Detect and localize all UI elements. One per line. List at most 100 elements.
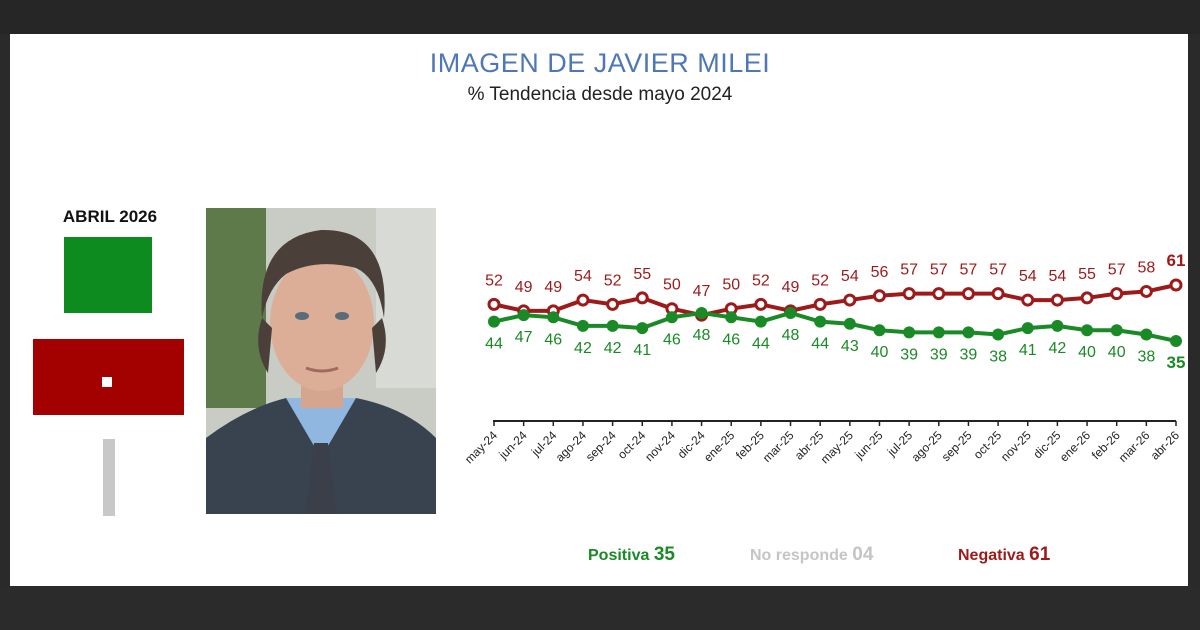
negativa-data-label: 56 [871,264,889,281]
positiva-bar [64,237,152,313]
negativa-point [1139,284,1153,298]
negativa-data-label: 52 [752,272,770,289]
positiva-data-label: 40 [1078,344,1096,361]
x-tick-labels: may-24jun-24jul-24ago-24sep-24oct-24nov-… [462,421,1182,466]
positiva-data-label: 41 [1019,342,1037,359]
positiva-point [992,328,1005,341]
negativa-point [1110,287,1124,301]
negativa-data-label: 50 [663,277,681,294]
positiva-point [843,317,856,330]
positiva-data-label: 43 [841,338,859,355]
x-tick-label: abr-26 [1148,428,1183,463]
positiva-data-label: 40 [871,344,889,361]
negativa-point [754,297,768,311]
positiva-data-label: 35 [1167,353,1186,372]
positiva-point [665,311,678,324]
x-tick-label: sep-25 [939,428,975,464]
negativa-data-label: 49 [515,279,533,296]
negativa-data-label: 54 [574,268,592,285]
x-tick-label: ago-24 [553,428,590,465]
positiva-point [1170,335,1182,347]
legend-positiva-value: 35 [653,544,675,565]
x-tick-label: ene-26 [1057,428,1094,465]
positiva-point [695,307,708,319]
positiva-point [517,309,530,322]
positiva-data-label: 46 [663,331,681,348]
x-tick-label: jun-24 [496,428,530,462]
negativa-data-label: 52 [604,272,622,289]
positiva-point [576,319,589,332]
x-tick-label: jun-25 [851,428,885,462]
legend-negativa-label: Negativa [958,547,1025,564]
x-tick-label: mar-26 [1116,428,1153,465]
chart-title: IMAGEN DE JAVIER MILEI [429,48,771,78]
negativa-data-label: 55 [1078,266,1096,283]
positiva-point [488,315,500,328]
negativa-data-label: 54 [1019,268,1037,285]
negativa-point [991,287,1005,301]
negativa-point [487,297,501,311]
negativa-point [813,297,827,311]
positiva-data-label: 38 [989,349,1007,366]
positiva-point [873,324,886,337]
positiva-data-label: 48 [782,327,800,344]
legend-no-responde-value: 04 [852,544,874,565]
positiva-data-label: 46 [722,331,740,348]
portrait-photo [206,208,436,514]
negativa-point [1169,278,1183,292]
negativa-data-label: 54 [1048,268,1066,285]
negativa-data-label: 47 [693,283,711,300]
month-label: ABRIL 2026 [62,207,158,226]
bottom-bar [0,586,1200,630]
no-responde-bar [103,439,115,516]
positiva-data-label: 47 [515,329,533,346]
positiva-line [493,310,1177,343]
positiva-data-label: 39 [900,346,918,363]
positiva-data-label: 39 [930,346,948,363]
positiva-point [1021,322,1034,335]
positiva-data-label: 39 [960,346,978,363]
negativa-data-label: 55 [633,266,651,283]
negativa-series: 52 49 49 54 52 55 50 47 50 52 49 52 54 56 57 57 57 57 54 54… [485,251,1185,322]
negativa-data-label: 57 [960,262,978,279]
negativa-point [932,287,946,301]
top-bar [0,0,1200,34]
negativa-point [1080,291,1094,305]
positiva-point [636,322,649,335]
x-tick-label: nov-24 [642,428,678,464]
negativa-point [843,293,857,307]
legend-no-responde-label: No responde [750,547,848,564]
positiva-point [784,307,797,319]
negativa-data-label: 49 [544,279,562,296]
negativa-bar [33,339,184,415]
positiva-point [814,315,827,328]
positiva-point [1081,324,1094,337]
negativa-data-label: 57 [900,262,918,279]
positiva-data-label: 41 [633,342,651,359]
positiva-data-label: 42 [1048,340,1066,357]
x-tick-label: ago-25 [909,428,946,465]
x-tick-label: may-25 [818,428,856,466]
positiva-point [606,319,619,332]
positiva-data-label: 48 [693,327,711,344]
positiva-data-label: 44 [485,336,503,353]
negativa-data-label: 58 [1137,259,1155,276]
x-tick-label: ene-25 [701,428,738,465]
negativa-point [872,289,886,303]
negativa-point [1021,293,1035,307]
negativa-point [635,291,649,305]
positiva-point [962,326,975,339]
positiva-data-label: 44 [752,336,770,353]
negativa-data-label: 52 [811,272,829,289]
negativa-data-label: 57 [989,262,1007,279]
positiva-point [1110,324,1123,337]
legend-positiva: Positiva 35 [588,544,675,566]
positiva-data-label: 42 [604,340,622,357]
positiva-point [903,326,916,339]
positiva-data-label: 38 [1137,349,1155,366]
negativa-data-label: 54 [841,268,859,285]
negativa-data-label: 49 [782,279,800,296]
positiva-data-label: 42 [574,340,592,357]
legend-negativa-value: 61 [1029,544,1051,565]
